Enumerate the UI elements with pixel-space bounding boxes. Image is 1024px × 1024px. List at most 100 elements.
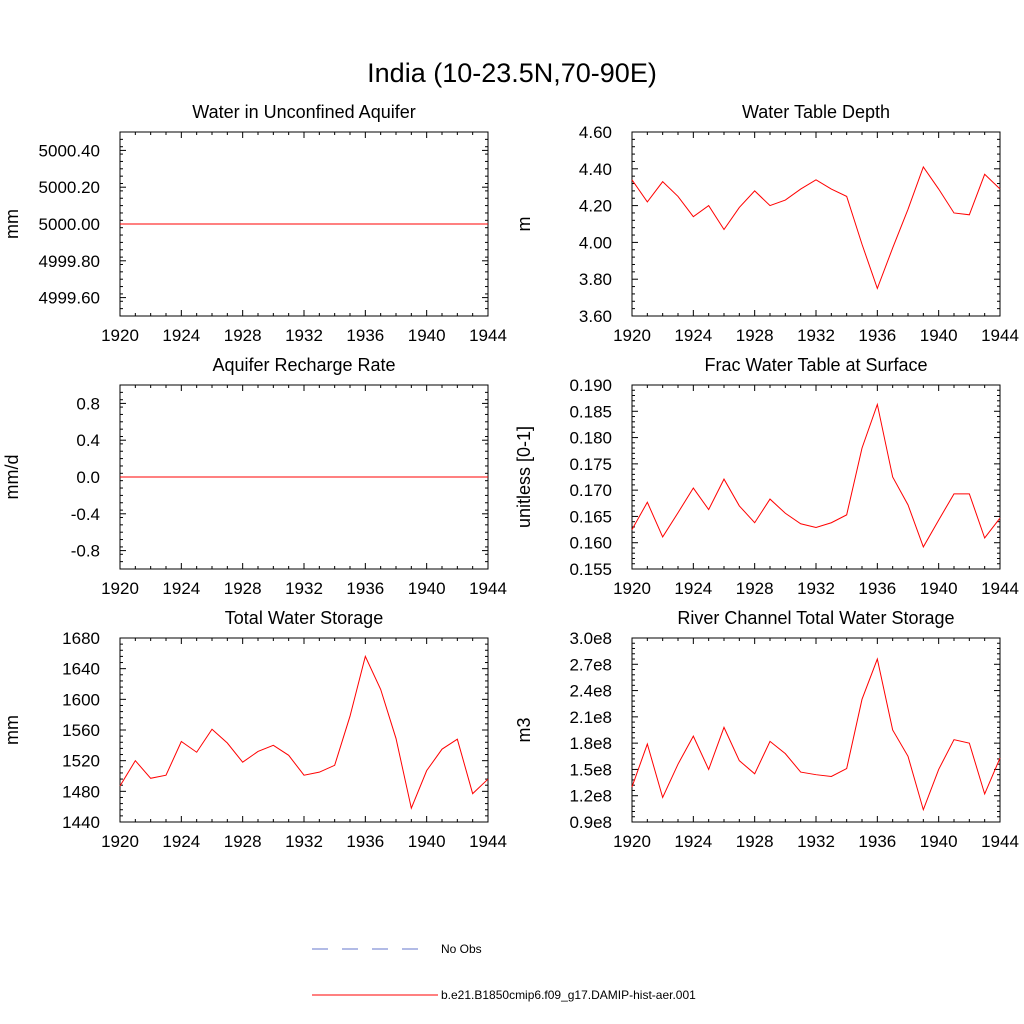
y-tick-label: 1440 (62, 813, 100, 832)
x-tick-label: 1924 (674, 326, 712, 345)
y-tick-label: 0.9e8 (569, 813, 612, 832)
chart-panel-3: Aquifer Recharge Rate mm/d 1920 1924 1928 193… (2, 355, 507, 598)
y-tick-label: 5000.00 (39, 215, 100, 234)
x-tick-label: 1940 (920, 326, 958, 345)
chart-panel-5: Total Water Storage mm 1920 1924 1928 1932 193… (2, 608, 507, 851)
x-tick-label: 1944 (469, 832, 507, 851)
panel-title: Water Table Depth (742, 102, 890, 122)
x-tick-label: 1936 (858, 832, 896, 851)
x-tick-label: 1936 (346, 326, 384, 345)
y-tick-label: -0.4 (71, 505, 100, 524)
y-tick-label: 4.60 (579, 123, 612, 142)
x-tick-label: 1928 (224, 832, 262, 851)
x-tick-label: 1928 (736, 579, 774, 598)
x-tick-label: 1920 (101, 326, 139, 345)
x-tick-label: 1932 (285, 579, 323, 598)
plot-frame (631, 384, 1001, 570)
x-tick-label: 1940 (920, 832, 958, 851)
x-tick-label: 1932 (797, 832, 835, 851)
x-tick-label: 1936 (858, 326, 896, 345)
x-tick-label: 1944 (981, 832, 1019, 851)
y-tick-label: 1640 (62, 660, 100, 679)
x-tick-label: 1936 (346, 579, 384, 598)
y-tick-label: -0.8 (71, 542, 100, 561)
y-tick-label: 1.2e8 (569, 787, 612, 806)
y-tick-label: 2.1e8 (569, 708, 612, 727)
y-tick-label: 5000.40 (39, 141, 100, 160)
x-tick-label: 1920 (613, 832, 651, 851)
panel-title: Water in Unconfined Aquifer (192, 102, 415, 122)
x-tick-label: 1928 (224, 326, 262, 345)
x-tick-label: 1932 (797, 579, 835, 598)
x-tick-label: 1932 (285, 832, 323, 851)
x-tick-label: 1920 (101, 579, 139, 598)
chart-panel-2: Water Table Depth m 1920 1924 1928 1932 1936 19… (514, 102, 1019, 345)
panel-title: Frac Water Table at Surface (704, 355, 927, 375)
chart-panels: Water in Unconfined Aquifer mm 1920 1924 192… (2, 102, 1019, 851)
plot-frame (631, 637, 1001, 823)
page-title: India (10-23.5N,70-90E) (367, 58, 657, 88)
x-tick-label: 1920 (613, 326, 651, 345)
x-tick-label: 1920 (613, 579, 651, 598)
y-tick-label: 1480 (62, 782, 100, 801)
x-tick-label: 1932 (285, 326, 323, 345)
x-tick-label: 1940 (920, 579, 958, 598)
series-line (631, 657, 1001, 812)
y-tick-label: 4.40 (579, 160, 612, 179)
y-axis-label: m3 (514, 717, 534, 742)
y-tick-label: 0.155 (569, 560, 612, 579)
y-tick-label: 0.185 (569, 402, 612, 421)
x-tick-label: 1932 (797, 326, 835, 345)
y-tick-label: 2.4e8 (569, 682, 612, 701)
legend-no-obs-label: No Obs (441, 942, 482, 956)
y-tick-label: 3.80 (579, 270, 612, 289)
x-tick-label: 1924 (674, 579, 712, 598)
x-tick-label: 1940 (408, 832, 446, 851)
y-axis-label: mm (2, 715, 22, 745)
x-tick-label: 1936 (858, 579, 896, 598)
y-axis-label: m (514, 217, 534, 232)
panel-title: Aquifer Recharge Rate (212, 355, 395, 375)
x-tick-label: 1928 (736, 832, 774, 851)
y-tick-label: 1560 (62, 721, 100, 740)
y-tick-label: 3.0e8 (569, 629, 612, 648)
panel-title: River Channel Total Water Storage (677, 608, 954, 628)
y-tick-label: 4999.60 (39, 289, 100, 308)
x-tick-label: 1924 (162, 579, 200, 598)
y-axis-label: unitless [0-1] (514, 426, 534, 528)
x-tick-label: 1940 (408, 579, 446, 598)
y-tick-label: 4999.80 (39, 252, 100, 271)
x-tick-label: 1924 (674, 832, 712, 851)
series-line (631, 165, 1001, 290)
x-tick-label: 1944 (469, 326, 507, 345)
x-tick-label: 1936 (346, 832, 384, 851)
y-tick-label: 0.4 (76, 431, 100, 450)
y-tick-label: 0.170 (569, 481, 612, 500)
x-tick-label: 1940 (408, 326, 446, 345)
y-tick-label: 0.165 (569, 507, 612, 526)
y-axis-label: mm/d (2, 455, 22, 500)
x-tick-label: 1924 (162, 326, 200, 345)
x-tick-label: 1944 (981, 579, 1019, 598)
x-tick-label: 1924 (162, 832, 200, 851)
y-tick-label: 1.5e8 (569, 760, 612, 779)
y-tick-label: 4.20 (579, 197, 612, 216)
y-tick-label: 0.160 (569, 534, 612, 553)
chart-panel-4: Frac Water Table at Surface unitless [0-1… (514, 355, 1019, 598)
panel-title: Total Water Storage (225, 608, 383, 628)
x-tick-label: 1944 (981, 326, 1019, 345)
y-tick-label: 1600 (62, 690, 100, 709)
y-tick-label: 1520 (62, 752, 100, 771)
y-tick-label: 0.190 (569, 376, 612, 395)
y-tick-label: 4.00 (579, 233, 612, 252)
y-tick-label: 2.7e8 (569, 655, 612, 674)
plot-frame (119, 637, 489, 823)
y-tick-label: 0.175 (569, 455, 612, 474)
y-axis-label: mm (2, 209, 22, 239)
chart-panel-1: Water in Unconfined Aquifer mm 1920 1924 192… (2, 102, 507, 345)
legend: No Obs b.e21.B1850cmip6.f09_g17.DAMIP-hi… (312, 942, 696, 1002)
series-line (119, 654, 489, 810)
x-tick-label: 1920 (101, 832, 139, 851)
x-tick-label: 1928 (224, 579, 262, 598)
